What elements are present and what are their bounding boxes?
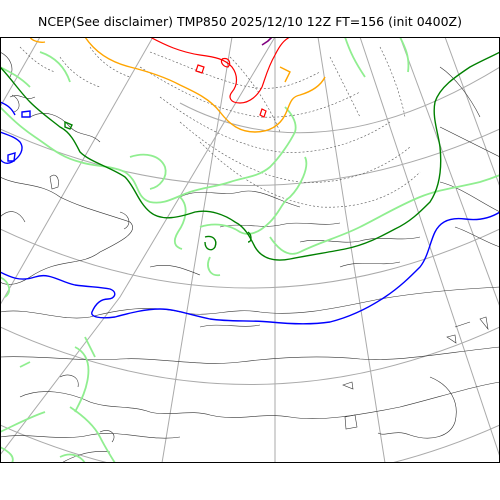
coastline (0, 51, 500, 463)
latitude-line (0, 326, 500, 385)
longitude-line (0, 37, 154, 306)
latitude-line (0, 424, 500, 463)
longitude-line (161, 37, 233, 463)
longitude-line (317, 37, 386, 463)
geopotential-contours (19, 46, 421, 208)
isotherm-orange (29, 37, 326, 133)
isotherm-warm (0, 51, 500, 261)
isotherm-purple (261, 37, 273, 46)
map-canvas (0, 37, 500, 463)
isotherm-cold (0, 37, 500, 463)
isotherm-red (149, 37, 291, 118)
map-border (0, 37, 500, 463)
weather-map (0, 37, 500, 463)
longitude-line (0, 37, 276, 456)
longitude-line (399, 37, 500, 308)
longitude-line (444, 37, 500, 188)
latitude-line (179, 66, 500, 134)
latitude-line (0, 228, 500, 289)
isotherm-zero (0, 101, 500, 325)
longitude-line (0, 37, 41, 108)
map-title: NCEP(See disclaimer) TMP850 2025/12/10 1… (38, 14, 462, 29)
latitude-line (0, 128, 500, 186)
